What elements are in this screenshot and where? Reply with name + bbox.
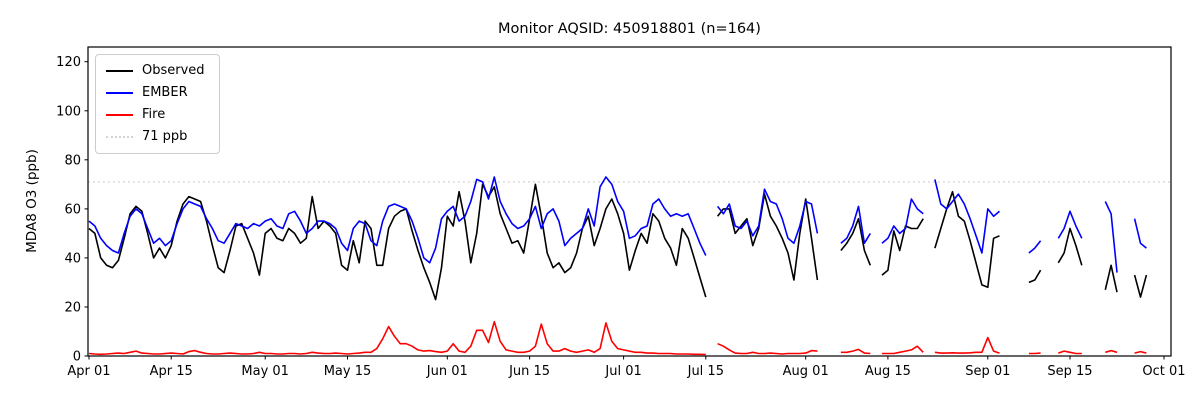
legend-label-threshold: 71 ppb <box>142 129 188 144</box>
plot-border <box>87 46 1172 357</box>
x-tick-label: Apr 01 <box>67 364 110 379</box>
y-tick-label: 60 <box>64 202 81 217</box>
fire-line-swatch-icon <box>106 114 133 116</box>
x-tick-label: Sep 01 <box>965 364 1010 379</box>
series-line-fire <box>88 320 1147 356</box>
legend-item-ember: EMBER <box>106 85 205 101</box>
x-tick-label: May 15 <box>324 364 372 379</box>
series-line-ember <box>88 176 1147 273</box>
legend: Observed EMBER Fire 71 ppb <box>95 54 220 154</box>
y-tick-label: 100 <box>56 104 81 119</box>
x-tick-label: Jun 01 <box>426 364 468 379</box>
threshold-line-swatch-icon <box>106 136 133 138</box>
y-tick-label: 120 <box>56 55 81 70</box>
y-tick-label: 20 <box>64 301 81 316</box>
y-tick-label: 0 <box>73 350 81 365</box>
legend-item-threshold: 71 ppb <box>106 129 205 145</box>
x-tick-label: Sep 15 <box>1047 364 1092 379</box>
chart-title: Monitor AQSID: 450918801 (n=164) <box>498 21 761 37</box>
x-tick-label: Jul 01 <box>604 364 641 379</box>
x-tick-label: Aug 15 <box>865 364 911 379</box>
x-axis-ticks: Apr 01 Apr 15 May 01 May 15 Jun 01 Jun 15 Jul … <box>67 356 1186 379</box>
y-axis-ticks: 0 20 40 60 80 100 120 <box>56 55 88 365</box>
axes: 0 20 40 60 80 100 120 Apr 01 Apr 15 May 01 May 15 J… <box>56 46 1186 379</box>
y-tick-label: 40 <box>64 251 81 266</box>
x-tick-label: Jun 15 <box>508 364 550 379</box>
x-tick-label: Aug 01 <box>783 364 829 379</box>
x-tick-label: Jul 15 <box>687 364 724 379</box>
legend-label-fire: Fire <box>142 107 166 122</box>
x-tick-label: Oct 01 <box>1142 364 1185 379</box>
ember-line-swatch-icon <box>106 92 133 94</box>
observed-line-swatch-icon <box>106 70 133 72</box>
x-tick-label: May 01 <box>241 364 289 379</box>
legend-label-ember: EMBER <box>142 85 188 100</box>
legend-label-observed: Observed <box>142 63 205 78</box>
x-tick-label: Apr 15 <box>150 364 193 379</box>
series-line-observed <box>88 183 1148 301</box>
y-tick-label: 80 <box>64 153 81 168</box>
legend-item-observed: Observed <box>106 63 205 79</box>
legend-item-fire: Fire <box>106 107 205 123</box>
